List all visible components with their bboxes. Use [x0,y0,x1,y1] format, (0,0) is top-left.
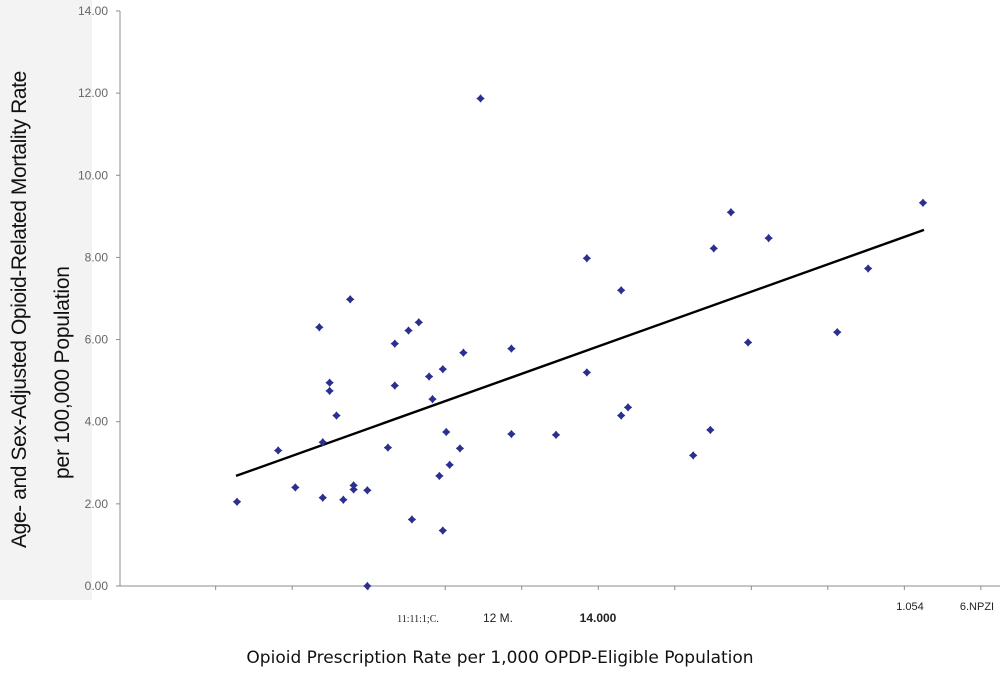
data-point [507,344,516,353]
data-point [318,438,327,447]
x-axis-label: Opioid Prescription Rate per 1,000 OPDP-… [246,648,754,668]
data-point [476,94,485,103]
data-point [507,429,516,439]
data-point [407,515,417,524]
x-tick-labels: 11:11:1;C. 12 M. 14.000 1.054 6.NPZI [215,586,994,625]
data-point [706,425,715,435]
trendline-layer [235,228,925,478]
data-point [232,497,242,507]
y-tick-label: 8.00 [85,250,109,264]
y-tick-label: 4.00 [85,415,109,429]
y-axis-label-block: Age- and Sex-Adjusted Opioid-Related Mor… [0,0,92,600]
data-point [459,348,468,357]
data-point [345,295,355,304]
y-tick-label: 10.00 [78,168,108,182]
data-point [764,233,773,243]
data-point [438,364,447,374]
axes [119,11,1000,587]
data-point [442,427,451,437]
data-point [291,483,300,492]
data-point [315,323,324,332]
data-point [616,286,626,295]
data-point [273,446,283,455]
data-point [863,264,873,273]
data-point [551,430,561,440]
y-tick-label: 2.00 [85,497,109,511]
data-point [688,451,698,460]
data-point [325,386,334,396]
data-point [414,318,423,327]
data-point [616,411,626,420]
x-tick-label: 14.000 [580,611,617,625]
data-point [455,444,465,453]
x-tick-label: 12 M. [483,611,513,625]
data-point [445,460,454,470]
y-tick-label: 12.00 [78,86,108,100]
data-point [424,372,434,381]
data-point [390,381,399,390]
y-tick-label: 0.00 [85,579,109,593]
data-point [623,403,633,412]
y-tick-label: 14.00 [78,4,108,18]
data-point [325,378,334,387]
data-point [339,495,348,504]
data-point [332,411,341,420]
data-point [318,493,327,502]
y-tick-labels: 0.00 2.00 4.00 6.00 8.00 10.00 12.00 14.00 [78,4,120,593]
x-tick-label: 6.NPZI [960,601,994,613]
data-point [582,368,592,377]
x-tick-label: 1.054 [896,601,924,613]
data-point [743,338,753,347]
data-point [404,326,413,335]
data-point [383,443,393,452]
data-point [363,486,372,495]
x-tick-label: 11:11:1;C. [397,614,439,625]
data-point [709,244,718,253]
data-point [428,394,437,404]
data-point [349,481,358,490]
data-point [438,526,447,535]
y-tick-label: 6.00 [85,333,109,347]
data-point [833,327,842,337]
data-point [435,471,444,481]
data-point [726,208,736,217]
trendline [235,228,925,478]
data-point [582,254,592,263]
data-point [390,339,399,348]
data-point [363,581,372,591]
data-point [918,198,928,208]
data-points [232,94,928,591]
